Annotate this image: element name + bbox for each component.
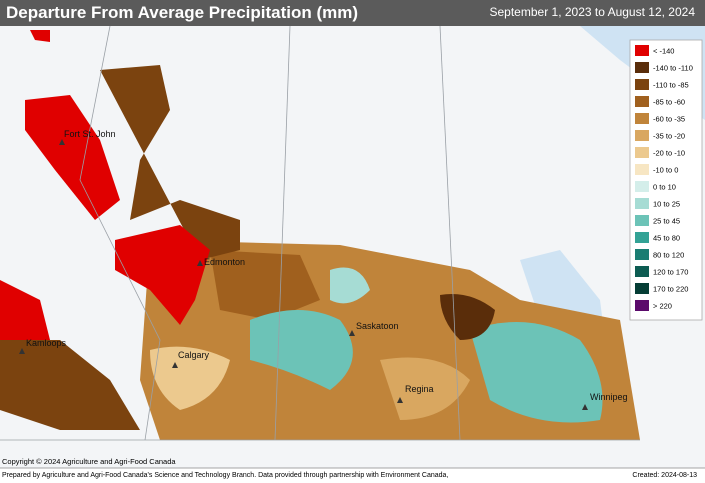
legend-swatch [635,181,649,192]
legend-label: -85 to -60 [653,98,685,107]
dry-zone [380,357,470,420]
legend-label: -10 to 0 [653,166,678,175]
city-label: Edmonton [204,257,245,267]
city-label: Regina [405,384,434,394]
title: Departure From Average Precipitation (mm… [6,3,359,22]
legend-swatch [635,266,649,277]
legend-label: 45 to 80 [653,234,680,243]
legend-label: < -140 [653,47,674,56]
very-dry-zone [25,95,120,220]
city-label: Calgary [178,350,210,360]
legend-label: 170 to 220 [653,285,688,294]
legend-label: -140 to -110 [653,64,693,73]
legend: < -140 -140 to -110 -110 to -85 -85 to -60 -… [635,45,693,311]
very-dry-zone [115,225,210,325]
legend-swatch [635,215,649,226]
boundaries [0,25,640,441]
legend-swatch [635,283,649,294]
legend-swatch [635,79,649,90]
credit: Prepared by Agriculture and Agri-Food Ca… [2,472,449,479]
legend-label: -110 to -85 [653,81,689,90]
legend-swatch [635,45,649,56]
city-label: Saskatoon [356,321,399,331]
legend-label: -20 to -10 [653,149,685,158]
legend-swatch [635,300,649,311]
dry-zone [0,340,140,430]
legend-swatch [635,130,649,141]
legend-swatch [635,249,649,260]
legend-swatch [635,198,649,209]
legend-label: 10 to 25 [653,200,680,209]
copyright: Copyright © 2024 Agriculture and Agri-Fo… [2,457,176,466]
legend-label: > 220 [653,302,672,311]
legend-swatch [635,232,649,243]
legend-label: 0 to 10 [653,183,676,192]
created-date: Created: 2024-08-13 [632,472,697,479]
legend-label: 80 to 120 [653,251,684,260]
very-dry-zone [30,30,50,42]
dry-zone [210,250,320,320]
city-markers [19,139,588,410]
city-label: Winnipeg [590,392,628,402]
dry-zone [150,346,230,410]
wet-zone [250,310,353,390]
legend-swatch [635,147,649,158]
legend-label: -60 to -35 [653,115,685,124]
city-label: Kamloops [26,338,67,348]
dry-zone [100,65,240,260]
wet-zone [330,267,370,304]
legend-swatch [635,96,649,107]
legend-label: 25 to 45 [653,217,680,226]
wet-zone [470,322,603,423]
city-label: Fort St. John [64,129,116,139]
legend-swatch [635,62,649,73]
legend-label: -35 to -20 [653,132,685,141]
legend-label: 120 to 170 [653,268,688,277]
header: Departure From Average Precipitation (mm… [0,0,705,26]
date-range: September 1, 2023 to August 12, 2024 [489,5,696,19]
legend-swatch [635,164,649,175]
legend-swatch [635,113,649,124]
